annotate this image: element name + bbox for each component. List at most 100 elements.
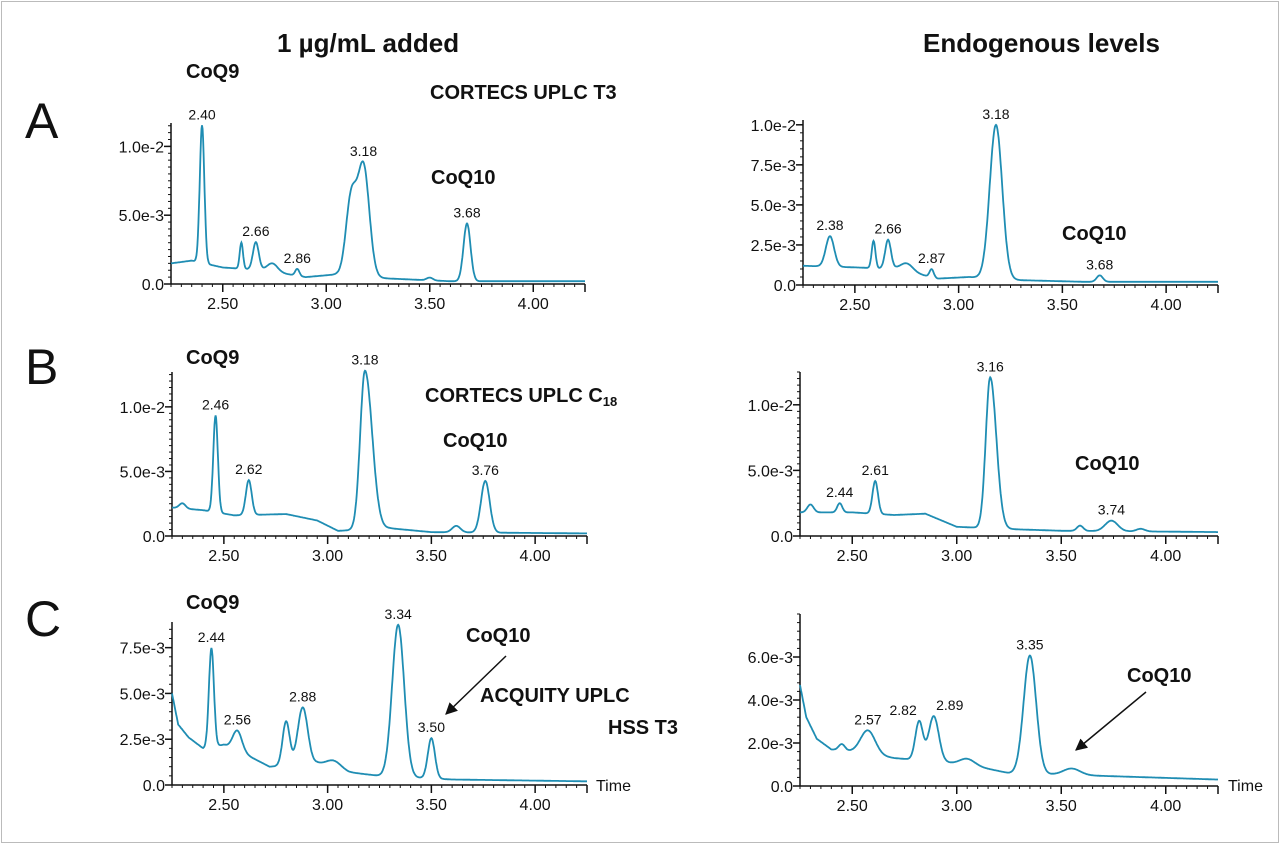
c-left-column-label-2: HSS T3 bbox=[608, 717, 679, 739]
peak-label: 3.18 bbox=[351, 352, 378, 368]
b-left-coq10-label: CoQ10 bbox=[443, 430, 508, 452]
peak-label: 2.62 bbox=[235, 461, 262, 477]
x-tick-label: 4.00 bbox=[518, 296, 549, 313]
y-tick-label: 0.0 bbox=[774, 278, 796, 295]
y-tick-label: 5.0e-3 bbox=[120, 686, 165, 703]
y-tick-label: 6.0e-3 bbox=[748, 650, 793, 667]
peak-label: 2.66 bbox=[874, 221, 901, 237]
chart-c-right: 2.50 3.00 3.50 4.00 0.0 2.0e-3 4.0e-3 6.0e-3 2.5… bbox=[748, 613, 1219, 815]
a-right-coq10-label: CoQ10 bbox=[1062, 223, 1127, 245]
y-tick-label: 2.0e-3 bbox=[748, 736, 793, 753]
chromatogram-trace bbox=[170, 125, 585, 283]
peak-label: 2.44 bbox=[826, 484, 853, 500]
peak-label: 3.68 bbox=[1086, 256, 1113, 272]
b-right-coq10-label: CoQ10 bbox=[1075, 453, 1140, 475]
x-tick-label: 4.00 bbox=[520, 797, 551, 814]
peak-label: 2.57 bbox=[854, 711, 881, 727]
peak-label: 2.56 bbox=[224, 712, 251, 728]
chart-b-left: 2.50 3.00 3.50 4.00 0.0 5.0e-3 1.0e-2 2.46 2.62 3… bbox=[120, 352, 588, 565]
b-left-coq9-label: CoQ9 bbox=[186, 347, 240, 369]
panel-letter-a: A bbox=[25, 93, 59, 149]
x-tick-label: 3.50 bbox=[416, 548, 447, 565]
a-left-coq10-label: CoQ10 bbox=[431, 167, 496, 189]
peak-label: 2.86 bbox=[284, 250, 311, 266]
chart-a-right: 2.50 3.00 3.50 4.00 0.0 2.5e-3 5.0e-3 7.5e-3 1.0… bbox=[751, 106, 1219, 314]
x-tick-label: 2.50 bbox=[208, 548, 239, 565]
peak-label: 3.50 bbox=[418, 719, 445, 735]
y-tick-label: 1.0e-2 bbox=[751, 118, 796, 135]
y-tick-label: 2.5e-3 bbox=[120, 732, 165, 749]
peak-label: 3.18 bbox=[350, 143, 377, 159]
peak-label: 2.61 bbox=[862, 462, 889, 478]
x-tick-label: 3.00 bbox=[941, 798, 972, 815]
x-tick-label: 3.50 bbox=[1047, 297, 1078, 314]
a-left-coq9-label: CoQ9 bbox=[186, 61, 240, 83]
peak-label: 2.87 bbox=[918, 250, 945, 266]
b-left-column-label: CORTECS UPLC C18 bbox=[425, 385, 617, 409]
chromatogram-trace bbox=[799, 375, 1218, 533]
peak-label: 2.38 bbox=[816, 217, 843, 233]
c-left-column-label-1: ACQUITY UPLC bbox=[480, 685, 630, 707]
peak-label: 2.66 bbox=[242, 223, 269, 239]
peak-label: 3.68 bbox=[453, 204, 480, 220]
peak-label: 2.40 bbox=[188, 106, 215, 122]
b-left-column-text: CORTECS UPLC C bbox=[425, 385, 603, 407]
x-tick-label: 2.50 bbox=[839, 297, 870, 314]
x-tick-label: 3.50 bbox=[1046, 798, 1077, 815]
peak-label: 2.89 bbox=[936, 697, 963, 713]
chromatogram-trace bbox=[172, 369, 587, 535]
coq10-arrow-left bbox=[445, 655, 507, 715]
y-tick-label: 1.0e-2 bbox=[748, 398, 793, 415]
x-tick-label: 3.00 bbox=[311, 296, 342, 313]
b-left-column-subscript: 18 bbox=[602, 394, 618, 409]
x-tick-label: 2.50 bbox=[207, 296, 238, 313]
x-tick-label: 3.00 bbox=[943, 297, 974, 314]
y-tick-label: 1.0e-2 bbox=[120, 400, 165, 417]
y-tick-label: 5.0e-3 bbox=[120, 464, 165, 481]
x-tick-label: 2.50 bbox=[837, 548, 868, 565]
peak-label: 2.44 bbox=[198, 629, 225, 645]
column-header-endogenous: Endogenous levels bbox=[923, 28, 1160, 58]
y-tick-label: 0.0 bbox=[771, 779, 793, 796]
c-left-time-axis-label: Time bbox=[596, 778, 631, 795]
peak-label: 3.34 bbox=[385, 606, 412, 622]
chart-c-left: 2.50 3.00 3.50 4.00 0.0 2.5e-3 5.0e-3 7.5e-3 2.4… bbox=[120, 606, 588, 814]
peak-label: 2.88 bbox=[289, 688, 316, 704]
x-tick-label: 3.00 bbox=[312, 548, 343, 565]
peak-label: 3.18 bbox=[982, 106, 1009, 122]
y-tick-label: 2.5e-3 bbox=[751, 238, 796, 255]
chromatogram-trace bbox=[803, 123, 1218, 283]
a-left-column-label: CORTECS UPLC T3 bbox=[430, 82, 617, 104]
chromatogram-trace bbox=[799, 654, 1218, 781]
chart-b-right: 2.50 3.00 3.50 4.00 0.0 5.0e-3 1.0e-2 2.44 2.61 3… bbox=[748, 358, 1219, 565]
y-tick-label: 7.5e-3 bbox=[751, 158, 796, 175]
x-tick-label: 4.00 bbox=[1151, 297, 1182, 314]
y-tick-label: 0.0 bbox=[142, 277, 164, 294]
x-tick-label: 3.50 bbox=[1046, 548, 1077, 565]
peak-label: 2.46 bbox=[202, 396, 229, 412]
c-left-coq9-label: CoQ9 bbox=[186, 592, 240, 614]
y-tick-label: 0.0 bbox=[143, 778, 165, 795]
peak-label: 3.35 bbox=[1016, 636, 1043, 652]
column-header-added: 1 µg/mL added bbox=[277, 28, 460, 58]
x-tick-label: 4.00 bbox=[520, 548, 551, 565]
c-right-time-axis-label: Time bbox=[1228, 778, 1263, 795]
chart-a-left: 2.50 3.00 3.50 4.00 0.0 5.0e-3 1.0e-2 2.40 2.66 2… bbox=[119, 106, 586, 313]
y-tick-label: 0.0 bbox=[143, 529, 165, 546]
x-tick-label: 2.50 bbox=[208, 797, 239, 814]
y-tick-label: 5.0e-3 bbox=[751, 198, 796, 215]
y-tick-label: 4.0e-3 bbox=[748, 693, 793, 710]
x-tick-label: 3.50 bbox=[414, 296, 445, 313]
peak-label: 3.76 bbox=[472, 462, 499, 478]
panel-letter-c: C bbox=[25, 591, 62, 647]
y-tick-label: 1.0e-2 bbox=[119, 139, 164, 156]
x-tick-label: 3.00 bbox=[312, 797, 343, 814]
panel-letter-b: B bbox=[25, 339, 59, 395]
y-tick-label: 5.0e-3 bbox=[748, 463, 793, 480]
c-left-coq10-label: CoQ10 bbox=[466, 625, 531, 647]
c-right-coq10-label: CoQ10 bbox=[1127, 665, 1192, 687]
x-tick-label: 4.00 bbox=[1150, 548, 1181, 565]
